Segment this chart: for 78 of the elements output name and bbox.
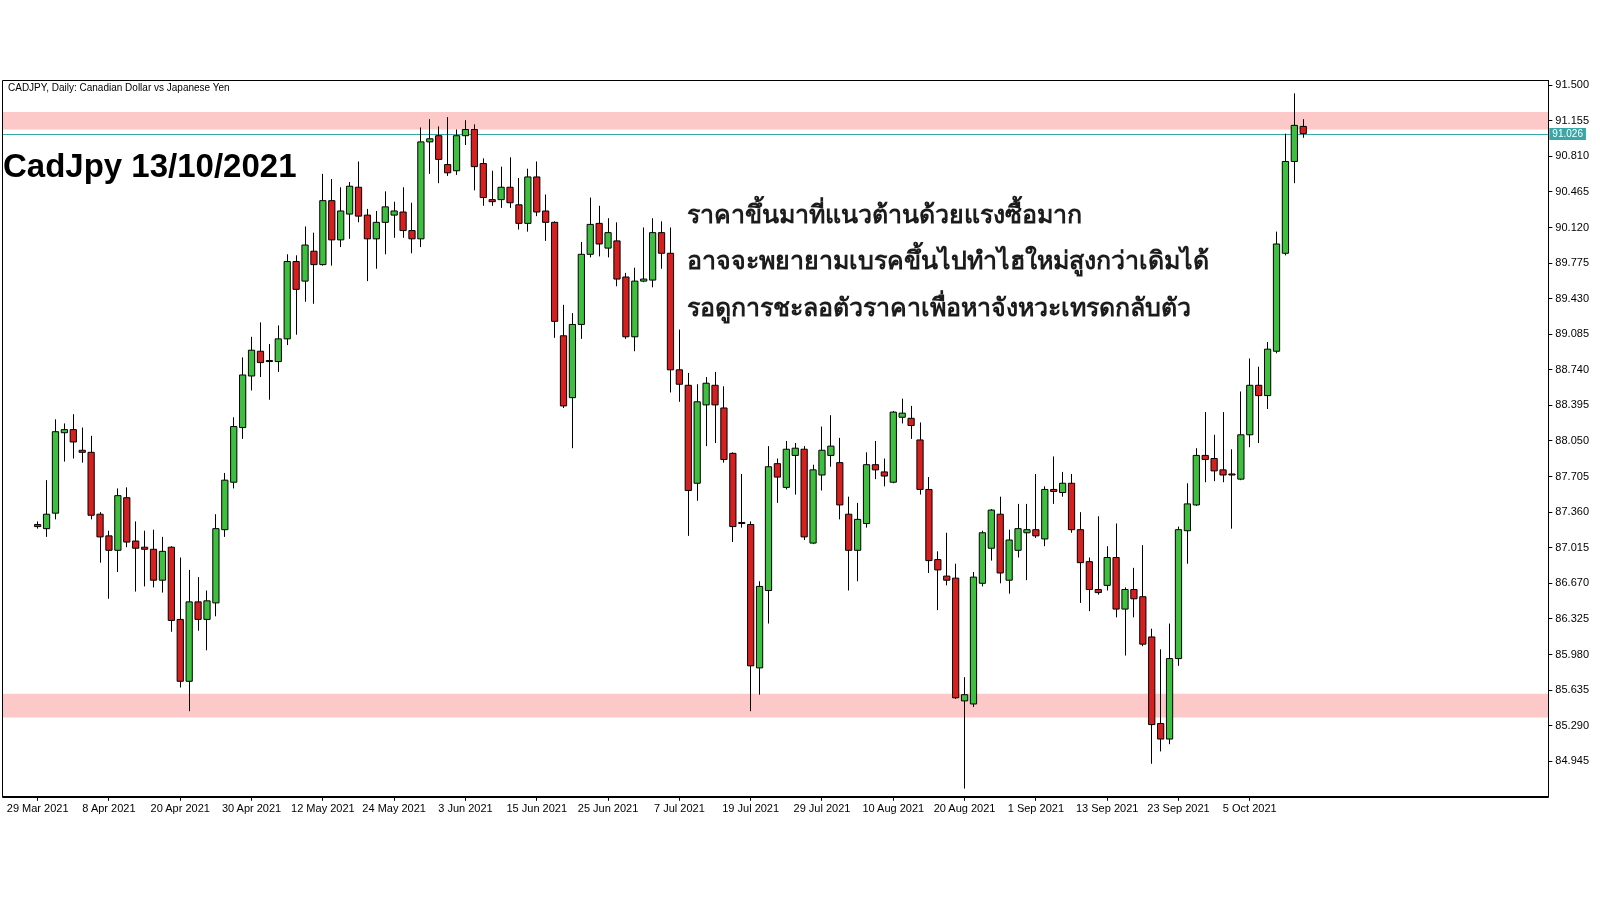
chart-subtitle: CADJPY, Daily: Canadian Dollar vs Japanese Yen bbox=[8, 81, 230, 93]
y-tick-label: 89.085 bbox=[1555, 327, 1590, 340]
y-tick-label: 90.120 bbox=[1555, 220, 1590, 233]
text: CadJpy 13/10/2021 bbox=[3, 146, 297, 184]
x-tick-label: 7 Jul 2021 bbox=[653, 802, 705, 815]
y-tick-label: 88.395 bbox=[1555, 398, 1590, 411]
candlestick bbox=[1183, 482, 1192, 565]
y-tick-label: 90.810 bbox=[1555, 149, 1590, 162]
y-tick-label: 87.360 bbox=[1555, 505, 1590, 518]
candlestick bbox=[845, 496, 853, 592]
x-tick-label: 23 Sep 2021 bbox=[1147, 802, 1210, 815]
candlestick bbox=[140, 530, 149, 587]
y-tick-label: 86.670 bbox=[1555, 576, 1590, 589]
candlestick bbox=[568, 312, 577, 449]
x-tick-label: 20 Aug 2021 bbox=[933, 802, 996, 815]
candlestick bbox=[907, 405, 915, 440]
y-tick-label: 88.740 bbox=[1555, 362, 1590, 375]
x-tick-label: 20 Apr 2021 bbox=[150, 802, 210, 815]
candlestick bbox=[42, 479, 51, 538]
candlestick bbox=[880, 458, 888, 487]
candlestick bbox=[657, 220, 666, 270]
candlestick bbox=[470, 123, 478, 191]
candlestick bbox=[247, 336, 256, 391]
candlestick bbox=[461, 119, 470, 146]
candlestick bbox=[34, 520, 42, 530]
candlestick bbox=[755, 580, 764, 696]
y-tick-label: 87.705 bbox=[1555, 469, 1590, 482]
candlestick bbox=[747, 520, 755, 712]
x-tick-label: 8 Apr 2021 bbox=[82, 802, 136, 815]
y-tick-label: 87.015 bbox=[1555, 540, 1590, 553]
candlestick bbox=[675, 329, 683, 403]
y-tick-label: 89.430 bbox=[1555, 291, 1590, 304]
y-tick-label: 91.155 bbox=[1555, 113, 1590, 126]
candlestick bbox=[764, 445, 773, 625]
x-tick-label: 1 Sep 2021 bbox=[1007, 802, 1065, 815]
candlestick bbox=[1263, 341, 1272, 410]
x-tick-label: 30 Apr 2021 bbox=[221, 802, 282, 815]
x-tick-label: 25 Jun 2021 bbox=[577, 802, 639, 815]
y-tick-label: 85.290 bbox=[1555, 718, 1590, 731]
candlestick bbox=[345, 181, 354, 240]
candlestick bbox=[265, 343, 273, 401]
y-tick-label: 85.980 bbox=[1555, 647, 1590, 660]
x-tick-label: 19 Jul 2021 bbox=[722, 802, 780, 815]
x-tick-label: 10 Aug 2021 bbox=[862, 802, 925, 815]
annotation: ราคาขึ้นมาที่แนวต้านด้วยแรงซื้อมาก bbox=[687, 194, 1083, 229]
candlestick bbox=[1076, 511, 1085, 604]
candlestick bbox=[854, 502, 862, 582]
annotation: รอดูการชะลอตัวราคาเพื่อหาจังหวะเทรดกลับตัว bbox=[687, 289, 1192, 324]
candlestick bbox=[1058, 471, 1067, 498]
ref-line-label: 91.026 bbox=[1552, 128, 1584, 140]
candlestick bbox=[550, 221, 559, 339]
x-tick-label: 12 May 2021 bbox=[291, 802, 355, 815]
y-tick-label: 85.635 bbox=[1555, 683, 1590, 696]
candlestick bbox=[444, 116, 452, 177]
candlestick bbox=[836, 437, 844, 520]
x-tick-label: 29 Jul 2021 bbox=[793, 802, 851, 815]
x-tick-label: 29 Mar 2021 bbox=[6, 802, 69, 815]
candlestick bbox=[158, 536, 167, 594]
candlestick bbox=[479, 157, 487, 207]
y-tick-label: 88.050 bbox=[1555, 434, 1590, 447]
candlestick bbox=[960, 676, 969, 790]
x-tick-label: 24 May 2021 bbox=[362, 802, 426, 815]
annotation: อาจจะพยายามเบรคขึ้นไปทำไฮใหม่สูงกว่าเดิมได้ bbox=[687, 241, 1210, 278]
y-tick-label: 91.500 bbox=[1555, 78, 1590, 91]
x-tick-label: 3 Jun 2021 bbox=[438, 802, 493, 815]
candlestick bbox=[666, 226, 675, 393]
x-tick-label: 5 Oct 2021 bbox=[1222, 802, 1277, 815]
candlestick bbox=[862, 451, 871, 529]
x-tick-label: 13 Sep 2021 bbox=[1075, 802, 1139, 815]
y-tick-label: 84.945 bbox=[1555, 754, 1590, 767]
candlestick bbox=[69, 413, 77, 460]
candlestick bbox=[1067, 473, 1076, 534]
candlestick bbox=[60, 422, 69, 463]
y-tick-label: 86.325 bbox=[1555, 611, 1590, 624]
x-tick-label: 15 Jun 2021 bbox=[506, 802, 568, 815]
y-tick-label: 89.775 bbox=[1555, 256, 1590, 269]
candlestick bbox=[256, 321, 265, 378]
y-tick-label: 90.465 bbox=[1555, 184, 1590, 197]
